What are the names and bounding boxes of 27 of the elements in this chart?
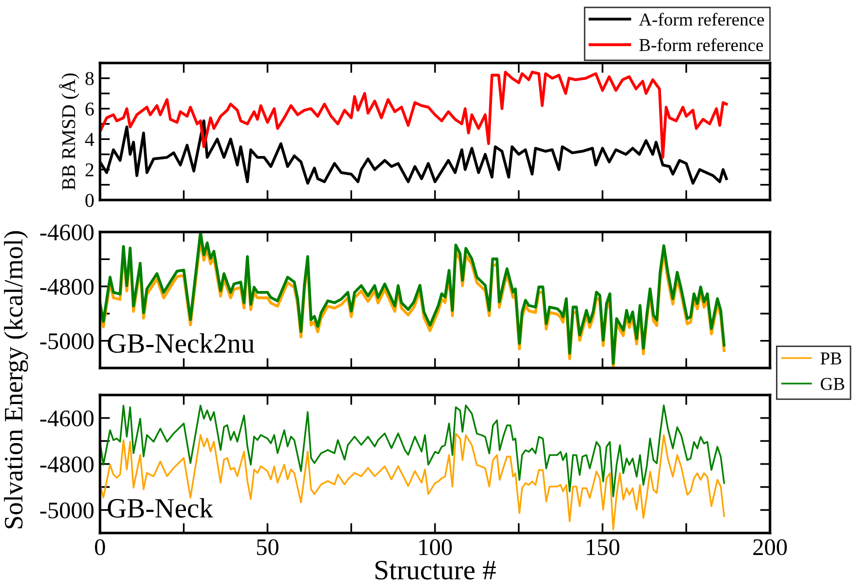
y-tick-label: 6 [86, 102, 94, 116]
line-series [100, 432, 725, 530]
legend-label: B-form reference [639, 38, 763, 52]
line-series [100, 70, 728, 159]
legend-label: PB [820, 352, 842, 364]
y-tick-label: 4 [85, 133, 94, 146]
y-tick-label: -4800 [40, 456, 94, 472]
y-tick-label: 0 [85, 194, 94, 207]
y-tick-label: -5000 [40, 333, 94, 350]
y-tick-label: -4600 [40, 410, 94, 426]
x-tick-label: 50 [257, 539, 278, 556]
y-tick-label: -4600 [40, 224, 94, 240]
y-tick-label: 8 [85, 72, 94, 86]
y-tick-label: -4800 [40, 278, 94, 295]
x-tick-label: 150 [586, 539, 620, 556]
y-axis-title: Solvation Energy (kcal/mol) [4, 231, 28, 528]
y-tick-label: -5000 [40, 502, 94, 518]
x-tick-label: 100 [419, 539, 452, 556]
line-series [100, 404, 725, 498]
x-axis-title: Structure # [376, 560, 496, 580]
y-tick-label: 2 [86, 163, 94, 176]
x-tick-label: 200 [753, 539, 787, 556]
annotation: GB-Neck2nu [108, 333, 254, 353]
legend-label: A-form reference [638, 12, 764, 26]
y-axis-title: BB RMSD (Å) [59, 73, 80, 190]
legend-label: GB [820, 378, 844, 390]
annotation: GB-Neck [108, 498, 214, 518]
